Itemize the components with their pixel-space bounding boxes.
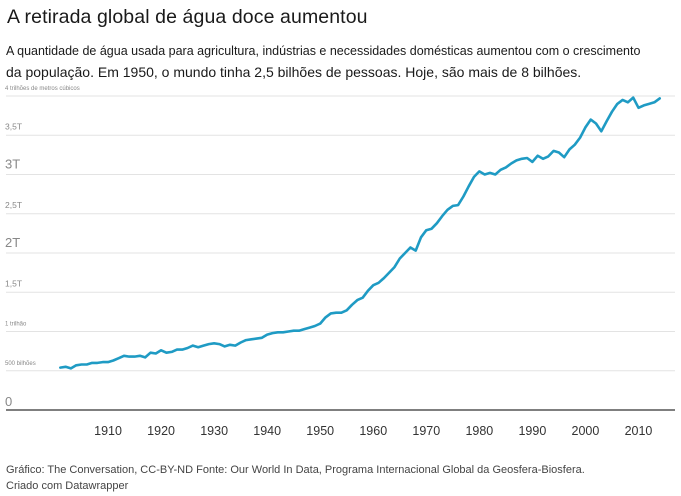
y-tick-label: 3T xyxy=(5,157,20,172)
x-axis-labels: 1910 1920 1930 1940 1950 1960 1970 1980 1990 2000… xyxy=(94,424,652,438)
y-tick-label: 1,5T xyxy=(5,278,22,288)
x-tick-label: 2000 xyxy=(572,424,600,438)
y-axis-labels: 4 trilhões de metros cúbicos 3,5T 3T 2,5T 2T… xyxy=(5,86,80,409)
y-tick-label: 3,5T xyxy=(5,121,22,131)
x-tick-label: 2010 xyxy=(625,424,653,438)
chart-subtitle-line-1: A quantidade de água usada para agricult… xyxy=(6,44,641,58)
x-tick-label: 1930 xyxy=(200,424,228,438)
x-tick-label: 1980 xyxy=(465,424,493,438)
chart-title: A retirada global de água doce aumentou xyxy=(7,6,368,28)
gridlines xyxy=(6,95,675,411)
x-tick-label: 1920 xyxy=(147,424,175,438)
y-tick-label: 2,5T xyxy=(5,200,22,210)
y-tick-label: 500 bilhões xyxy=(5,361,36,367)
y-tick-label: 4 trilhões de metros cúbicos xyxy=(5,86,80,92)
source-credit: Gráfico: The Conversation, CC-BY-ND Font… xyxy=(6,464,585,476)
series-line-freshwater-withdrawal xyxy=(58,96,662,370)
y-tick-label: 1 trilhão xyxy=(5,322,27,328)
x-tick-label: 1960 xyxy=(359,424,387,438)
series-layer xyxy=(58,96,662,370)
line-chart: 4 trilhões de metros cúbicos 3,5T 3T 2,5T 2T… xyxy=(5,86,675,438)
y-tick-label: 0 xyxy=(5,394,12,409)
chart-footer: Gráfico: The Conversation, CC-BY-ND Font… xyxy=(6,462,585,494)
x-tick-label: 1970 xyxy=(412,424,440,438)
x-tick-label: 1940 xyxy=(253,424,281,438)
x-tick-label: 1990 xyxy=(518,424,546,438)
x-tick-label: 1950 xyxy=(306,424,334,438)
datawrapper-credit: Criado com Datawrapper xyxy=(6,480,129,492)
chart-subtitle-line-2: da população. Em 1950, o mundo tinha 2,5… xyxy=(6,64,582,80)
y-tick-label: 2T xyxy=(5,235,20,250)
x-tick-label: 1910 xyxy=(94,424,122,438)
